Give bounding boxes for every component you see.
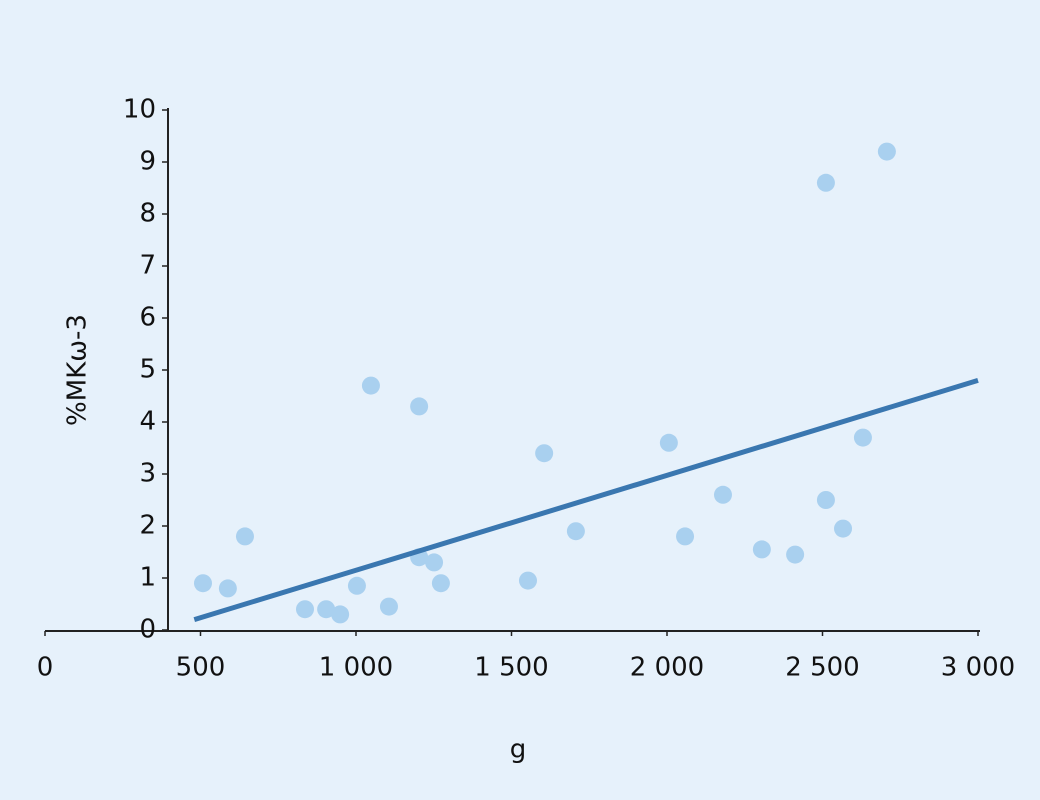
point <box>834 519 853 538</box>
point <box>566 522 585 541</box>
point <box>816 491 835 509</box>
point <box>361 376 380 395</box>
point <box>676 527 695 546</box>
x-tick-label: 1 000 <box>319 653 393 683</box>
y-tick-label: 4 <box>139 407 156 437</box>
y-tick-label: 2 <box>139 511 156 541</box>
point <box>877 142 896 161</box>
point <box>816 173 835 192</box>
point <box>518 571 537 590</box>
y-tick-label: 6 <box>139 303 156 333</box>
x-tick-label: 2 000 <box>630 653 704 683</box>
x-tick-label: 1 500 <box>474 653 548 683</box>
point <box>347 576 366 595</box>
x-tick-label: 3 000 <box>941 653 1015 683</box>
point <box>713 485 732 504</box>
point <box>379 597 398 616</box>
point <box>659 433 678 452</box>
y-tick-label: 0 <box>139 615 156 645</box>
y-tick-label: 9 <box>139 147 156 177</box>
trend-line <box>193 378 979 622</box>
y-tick-label: 8 <box>139 199 156 229</box>
point <box>235 527 254 546</box>
point <box>535 444 554 463</box>
x-axis-label: g <box>510 735 527 765</box>
y-tick-label: 1 <box>139 563 156 593</box>
x-tick-label: 500 <box>176 653 226 683</box>
point <box>853 428 872 447</box>
point <box>752 540 771 559</box>
y-tick-label: 7 <box>139 251 156 281</box>
point <box>431 574 450 593</box>
point <box>317 600 336 619</box>
y-tick-label: 3 <box>139 459 156 489</box>
point <box>331 605 350 624</box>
point <box>410 397 429 416</box>
point <box>193 574 212 593</box>
x-tick-label: 0 <box>37 653 54 683</box>
x-tick-label: 2 500 <box>785 653 859 683</box>
y-tick-label: 10 <box>123 95 156 125</box>
y-axis-label: %MKω-3 <box>63 314 93 426</box>
y-tick-label: 5 <box>139 355 156 385</box>
point <box>425 553 444 572</box>
point <box>295 600 314 619</box>
point <box>786 545 805 564</box>
point <box>218 579 237 598</box>
